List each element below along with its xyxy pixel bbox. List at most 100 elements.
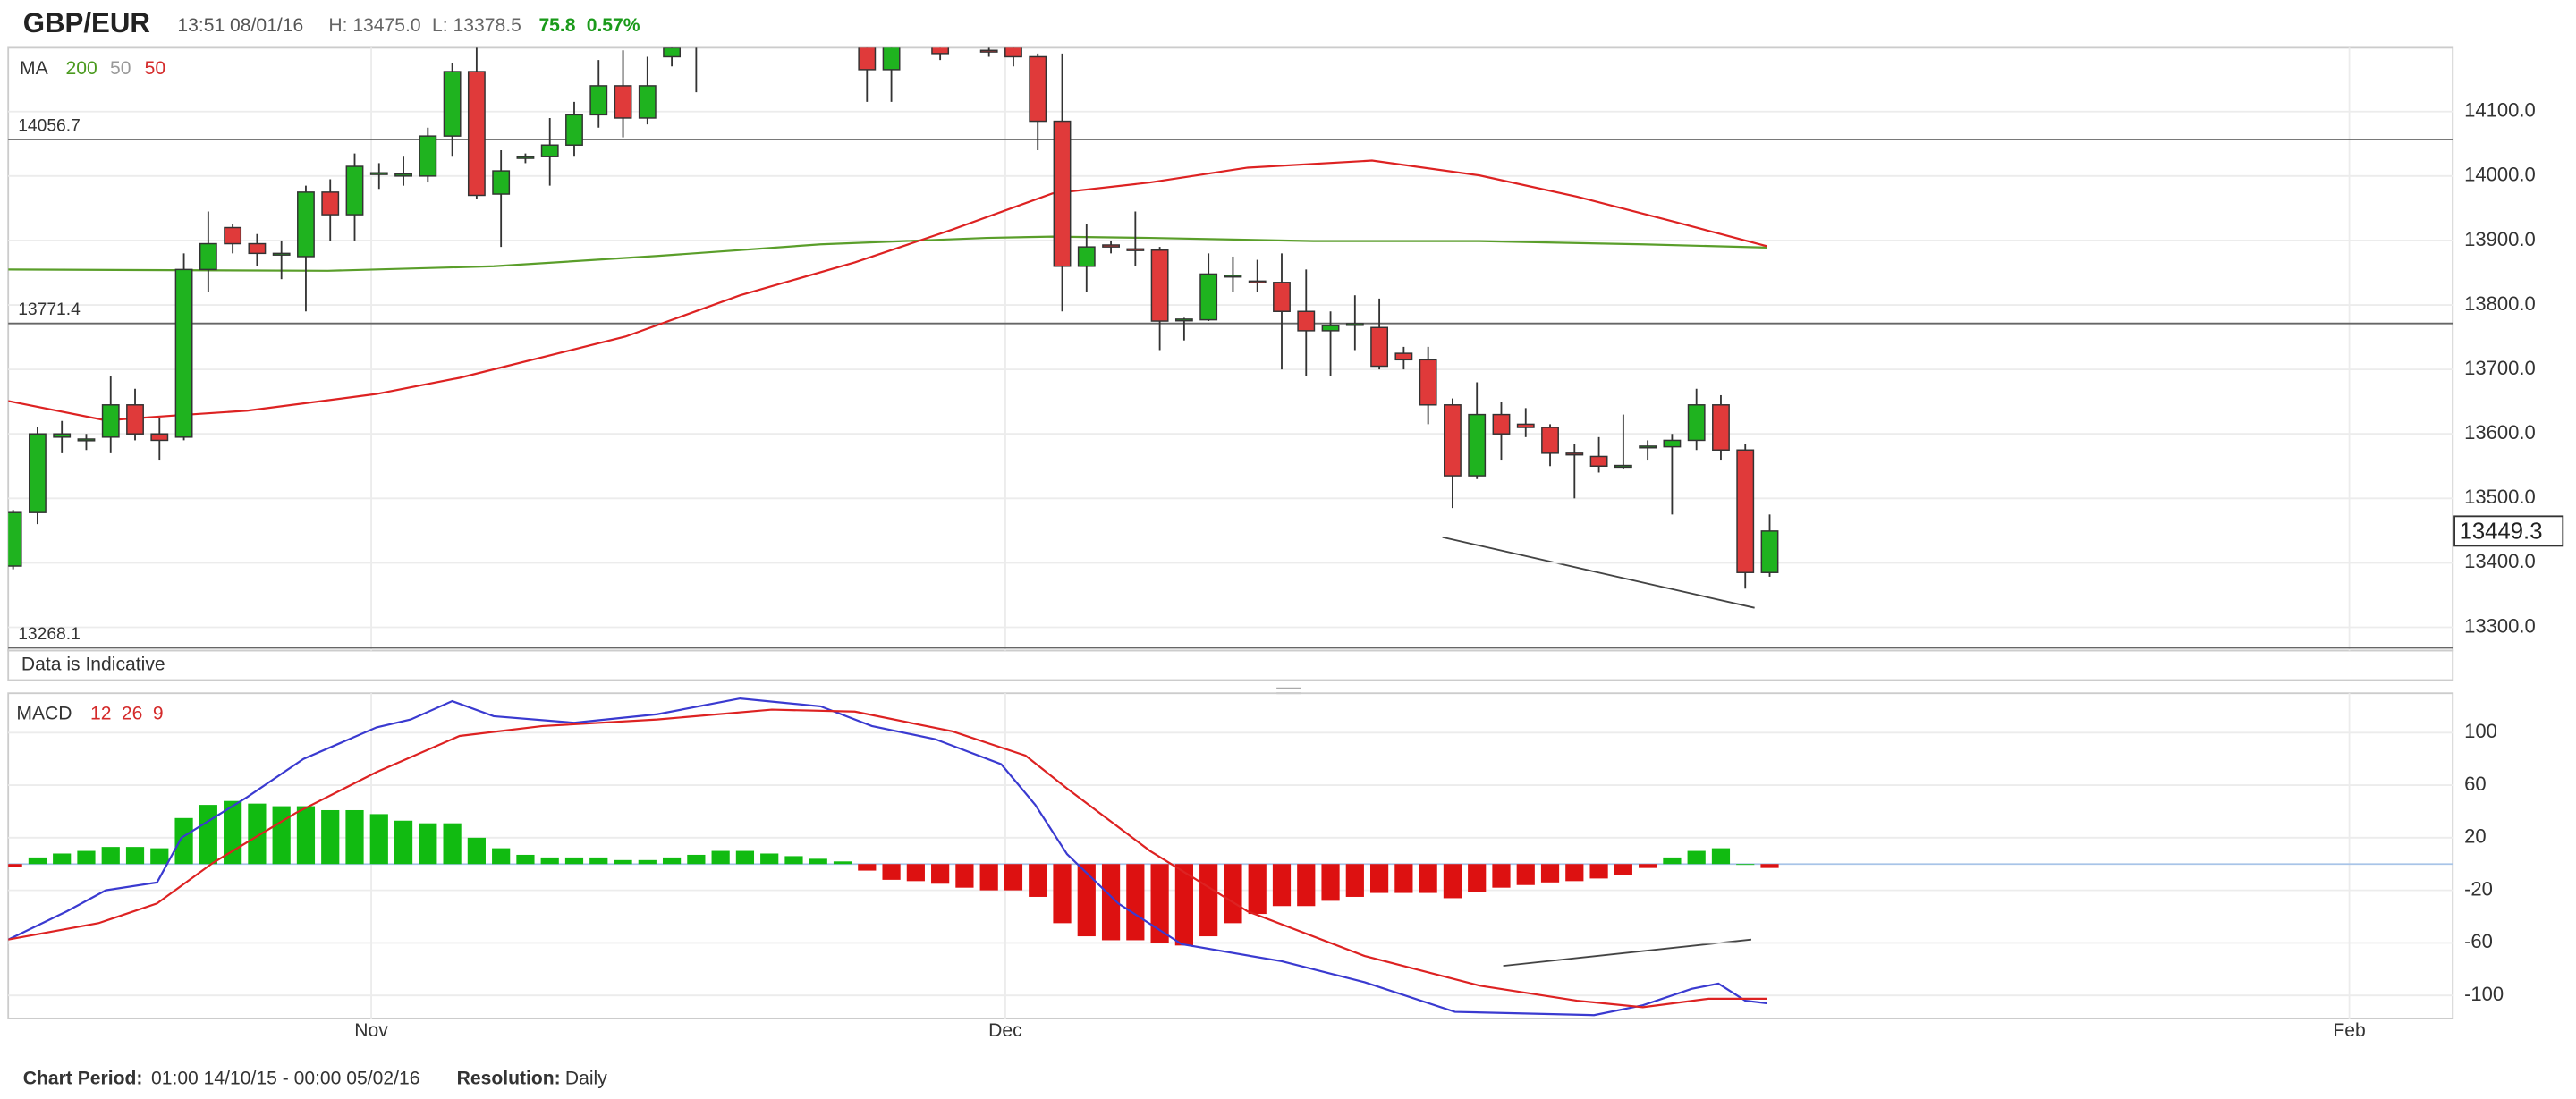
candle-body: [785, 0, 801, 8]
histogram-bar: [1053, 864, 1072, 924]
candle-body: [126, 404, 144, 435]
y-tick-label: 13800.0: [2464, 292, 2536, 315]
data-note: Data is Indicative: [21, 655, 165, 675]
histogram-bar: [1248, 864, 1267, 915]
y-tick-label: -100: [2464, 983, 2504, 1005]
candle-body: [1419, 359, 1437, 406]
x-tick-label: Dec: [988, 1020, 1022, 1041]
candle-body: [345, 165, 364, 216]
candle-body: [1663, 439, 1682, 448]
histogram-bar: [833, 861, 852, 865]
resolution-label: Resolution:: [457, 1068, 561, 1088]
candle-body: [712, 5, 728, 21]
candle-body: [540, 144, 559, 157]
histogram-bar: [1419, 864, 1437, 893]
histogram-bar: [516, 854, 535, 865]
histogram-bar: [735, 850, 755, 865]
histogram-bar: [1443, 864, 1462, 899]
histogram-bar: [1126, 864, 1145, 941]
indicator-line: [8, 708, 1767, 1009]
candle-body: [28, 433, 47, 513]
candle-body: [1345, 323, 1364, 326]
period-label: Chart Period:: [23, 1068, 143, 1088]
histogram-bar: [711, 850, 730, 865]
y-tick-label: 100: [2464, 720, 2497, 742]
candle-body: [77, 438, 96, 442]
candle-body: [1150, 249, 1169, 322]
level-label: 13268.1: [18, 625, 80, 644]
y-tick-label: -20: [2464, 877, 2493, 900]
plot-area: [8, 0, 1779, 589]
candle-body: [908, 21, 924, 28]
candle-body: [1614, 464, 1632, 469]
candle-body: [1174, 318, 1193, 322]
histogram-bar: [809, 858, 827, 865]
x-tick-label: Feb: [2333, 1020, 2365, 1041]
histogram-bar: [662, 857, 682, 865]
histogram-bar: [979, 864, 998, 891]
candle-body: [1760, 530, 1779, 573]
histogram-bar: [540, 857, 559, 865]
candle-body: [1102, 244, 1120, 248]
time: 13:51 08/01/16: [177, 15, 303, 36]
low: L: 13378.5: [432, 15, 521, 36]
candle-body: [1394, 352, 1413, 361]
legend-title: MACD: [16, 704, 72, 724]
histogram-bar: [77, 850, 96, 865]
histogram-bar: [638, 859, 657, 865]
histogram-bar: [467, 837, 486, 865]
plot-frame: [7, 46, 2454, 652]
histogram-bar: [272, 806, 291, 865]
level-label: 14056.7: [18, 116, 80, 135]
histogram-bar: [1174, 864, 1193, 946]
resolution: Daily: [565, 1068, 607, 1088]
candle-body: [1687, 404, 1706, 442]
histogram-bar: [1492, 864, 1511, 888]
histogram-bar: [174, 817, 193, 865]
histogram-bar: [1297, 864, 1316, 907]
candle-body: [956, 31, 972, 35]
legend-item: 50: [110, 58, 131, 79]
candle-body: [1297, 310, 1316, 332]
indicator-line: [8, 235, 1767, 272]
trend-line: [1442, 536, 1755, 609]
candle-body: [810, 0, 826, 12]
candle-body: [882, 47, 901, 71]
legend-item: 50: [145, 58, 165, 79]
histogram-bar: [199, 805, 217, 865]
histogram-bar: [321, 809, 340, 865]
last-price-box: [2453, 515, 2564, 547]
legend-item: 26: [122, 704, 142, 724]
histogram-bar: [53, 853, 72, 865]
histogram-bar: [687, 854, 706, 865]
histogram-bar: [1150, 864, 1169, 943]
candle-body: [835, 12, 851, 28]
histogram-bar: [1004, 864, 1023, 891]
histogram-bar: [882, 864, 901, 880]
x-tick-label: Nov: [354, 1020, 388, 1041]
candle-body: [565, 114, 583, 146]
histogram-bar: [1687, 850, 1706, 865]
histogram-bar: [125, 847, 145, 865]
histogram-bar: [858, 864, 877, 871]
candle-body: [1492, 413, 1511, 435]
candle-body: [297, 191, 315, 258]
y-tick-label: -60: [2464, 930, 2493, 952]
histogram-bar: [8, 864, 22, 867]
candle-body: [248, 242, 267, 255]
histogram-bar: [1516, 864, 1535, 885]
candle-body: [419, 135, 437, 177]
candle-body: [516, 156, 535, 159]
candle-body: [589, 85, 608, 116]
histogram-bar: [248, 803, 267, 865]
candle-body: [1370, 326, 1389, 368]
candle-body: [1077, 246, 1096, 267]
histogram-bar: [419, 823, 437, 865]
histogram-bar: [784, 856, 803, 865]
candle-body: [1565, 452, 1584, 456]
candle-body: [1444, 404, 1462, 477]
candle-body: [394, 173, 412, 177]
histogram-bar: [1369, 864, 1389, 893]
candle-body: [1273, 282, 1291, 312]
